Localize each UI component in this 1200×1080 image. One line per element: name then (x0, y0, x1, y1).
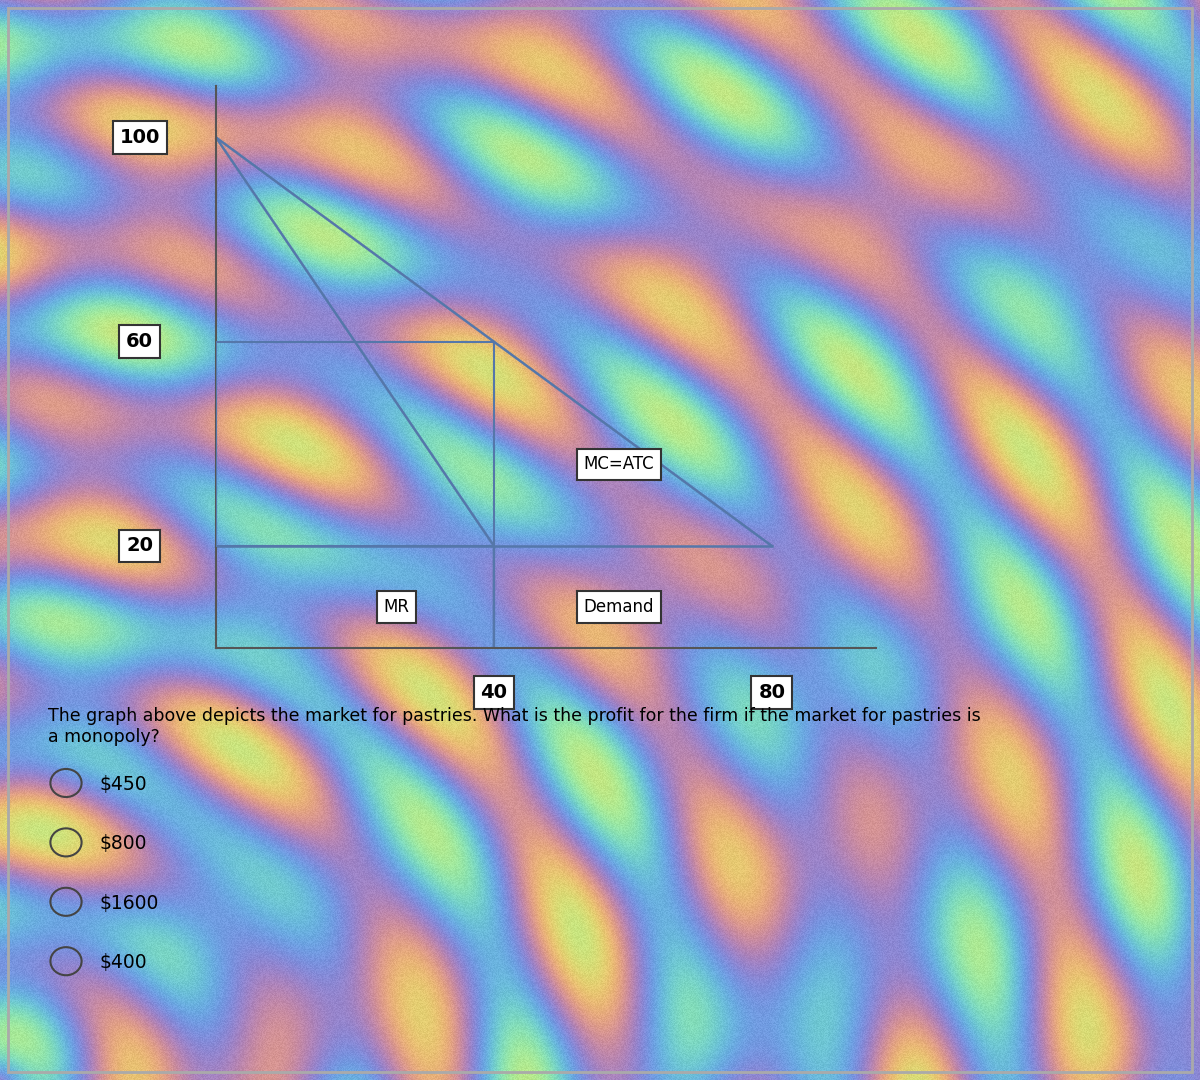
Text: 20: 20 (126, 537, 154, 555)
Text: $800: $800 (100, 834, 148, 853)
Text: $400: $400 (100, 953, 148, 972)
Text: $1600: $1600 (100, 893, 158, 913)
Text: MR: MR (384, 598, 409, 617)
Text: 80: 80 (758, 683, 785, 702)
Text: 60: 60 (126, 333, 154, 351)
Text: 40: 40 (480, 683, 508, 702)
Text: The graph above depicts the market for pastries. What is the profit for the firm: The graph above depicts the market for p… (48, 707, 980, 746)
Text: MC=ATC: MC=ATC (583, 455, 654, 473)
Bar (216, 341, 494, 545)
Text: $450: $450 (100, 774, 148, 794)
Text: 100: 100 (120, 127, 160, 147)
Text: Demand: Demand (583, 598, 654, 617)
